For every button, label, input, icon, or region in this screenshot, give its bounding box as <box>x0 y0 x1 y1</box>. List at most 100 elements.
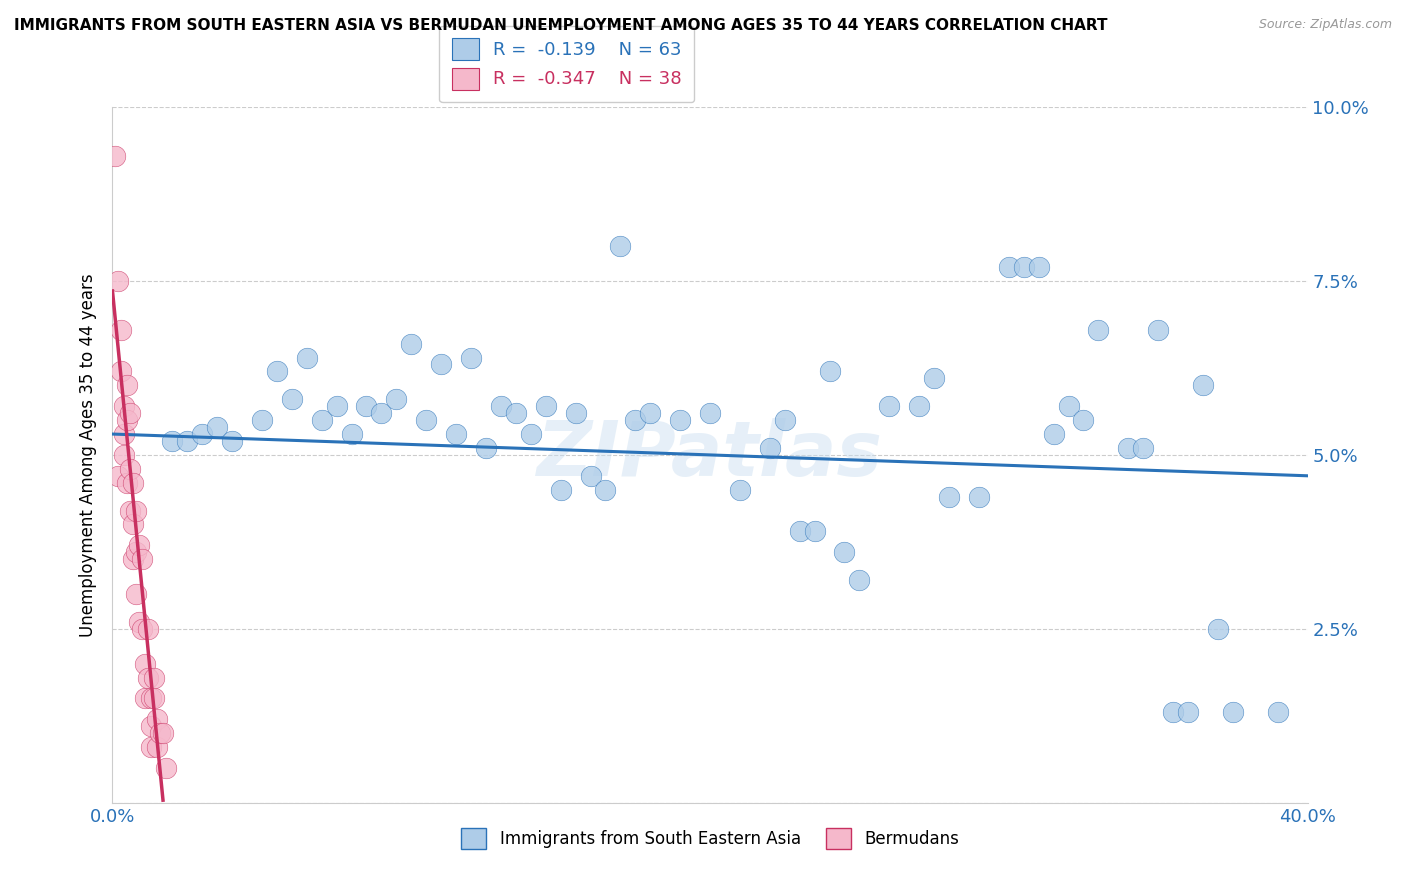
Point <box>131 622 153 636</box>
Point <box>114 427 135 442</box>
Point <box>370 406 392 420</box>
Point <box>125 503 148 517</box>
Point <box>205 420 228 434</box>
Point <box>149 726 172 740</box>
Point <box>1042 427 1064 442</box>
Point <box>122 517 145 532</box>
Point <box>967 490 990 504</box>
Point <box>1222 706 1244 720</box>
Point <box>266 364 288 378</box>
Point <box>162 434 183 448</box>
Point <box>520 427 543 442</box>
Point <box>155 761 177 775</box>
Point <box>595 483 617 497</box>
Point <box>141 740 163 755</box>
Point <box>250 413 273 427</box>
Y-axis label: Unemployment Among Ages 35 to 44 years: Unemployment Among Ages 35 to 44 years <box>79 273 97 637</box>
Point <box>107 468 129 483</box>
Point <box>789 524 811 539</box>
Text: IMMIGRANTS FROM SOUTH EASTERN ASIA VS BERMUDAN UNEMPLOYMENT AMONG AGES 35 TO 44 : IMMIGRANTS FROM SOUTH EASTERN ASIA VS BE… <box>14 18 1108 33</box>
Point <box>579 468 602 483</box>
Legend: Immigrants from South Eastern Asia, Bermudans: Immigrants from South Eastern Asia, Berm… <box>453 820 967 857</box>
Point <box>110 364 132 378</box>
Point <box>221 434 243 448</box>
Point <box>1161 706 1184 720</box>
Point <box>460 351 482 365</box>
Point <box>125 587 148 601</box>
Point <box>759 441 782 455</box>
Point <box>125 545 148 559</box>
Point <box>134 691 156 706</box>
Point <box>143 691 166 706</box>
Point <box>475 441 498 455</box>
Point <box>998 260 1021 274</box>
Point <box>908 399 931 413</box>
Point <box>489 399 512 413</box>
Point <box>938 490 960 504</box>
Point <box>191 427 214 442</box>
Point <box>1057 399 1080 413</box>
Point <box>120 406 142 420</box>
Point <box>609 239 631 253</box>
Point <box>152 726 174 740</box>
Point <box>415 413 437 427</box>
Point <box>669 413 692 427</box>
Point <box>114 399 135 413</box>
Point <box>128 615 150 629</box>
Point <box>176 434 198 448</box>
Point <box>141 691 163 706</box>
Point <box>122 475 145 490</box>
Point <box>122 552 145 566</box>
Point <box>128 538 150 552</box>
Point <box>146 712 169 726</box>
Point <box>848 573 870 587</box>
Point <box>1132 441 1154 455</box>
Point <box>505 406 527 420</box>
Point <box>922 371 945 385</box>
Point <box>640 406 662 420</box>
Point <box>146 740 169 755</box>
Point <box>104 149 127 163</box>
Point <box>1012 260 1035 274</box>
Point <box>1192 378 1215 392</box>
Point <box>534 399 557 413</box>
Point <box>444 427 467 442</box>
Text: ZIPatlas: ZIPatlas <box>537 418 883 491</box>
Point <box>311 413 333 427</box>
Point <box>564 406 586 420</box>
Point <box>1073 413 1095 427</box>
Point <box>1147 323 1170 337</box>
Point <box>773 413 796 427</box>
Point <box>110 323 132 337</box>
Point <box>430 358 453 372</box>
Point <box>340 427 363 442</box>
Point <box>1118 441 1140 455</box>
Point <box>117 413 139 427</box>
Point <box>138 671 160 685</box>
Point <box>1177 706 1199 720</box>
Point <box>117 475 139 490</box>
Point <box>295 351 318 365</box>
Point <box>401 336 423 351</box>
Point <box>728 483 751 497</box>
Point <box>1028 260 1050 274</box>
Point <box>1087 323 1109 337</box>
Point <box>818 364 841 378</box>
Text: Source: ZipAtlas.com: Source: ZipAtlas.com <box>1258 18 1392 31</box>
Point <box>134 657 156 671</box>
Point <box>131 552 153 566</box>
Point <box>699 406 721 420</box>
Point <box>325 399 347 413</box>
Point <box>114 448 135 462</box>
Point <box>803 524 825 539</box>
Point <box>117 378 139 392</box>
Point <box>550 483 572 497</box>
Point <box>281 392 304 407</box>
Point <box>356 399 378 413</box>
Point <box>624 413 647 427</box>
Point <box>120 462 142 476</box>
Point <box>120 503 142 517</box>
Point <box>107 274 129 288</box>
Point <box>1206 622 1229 636</box>
Point <box>141 719 163 733</box>
